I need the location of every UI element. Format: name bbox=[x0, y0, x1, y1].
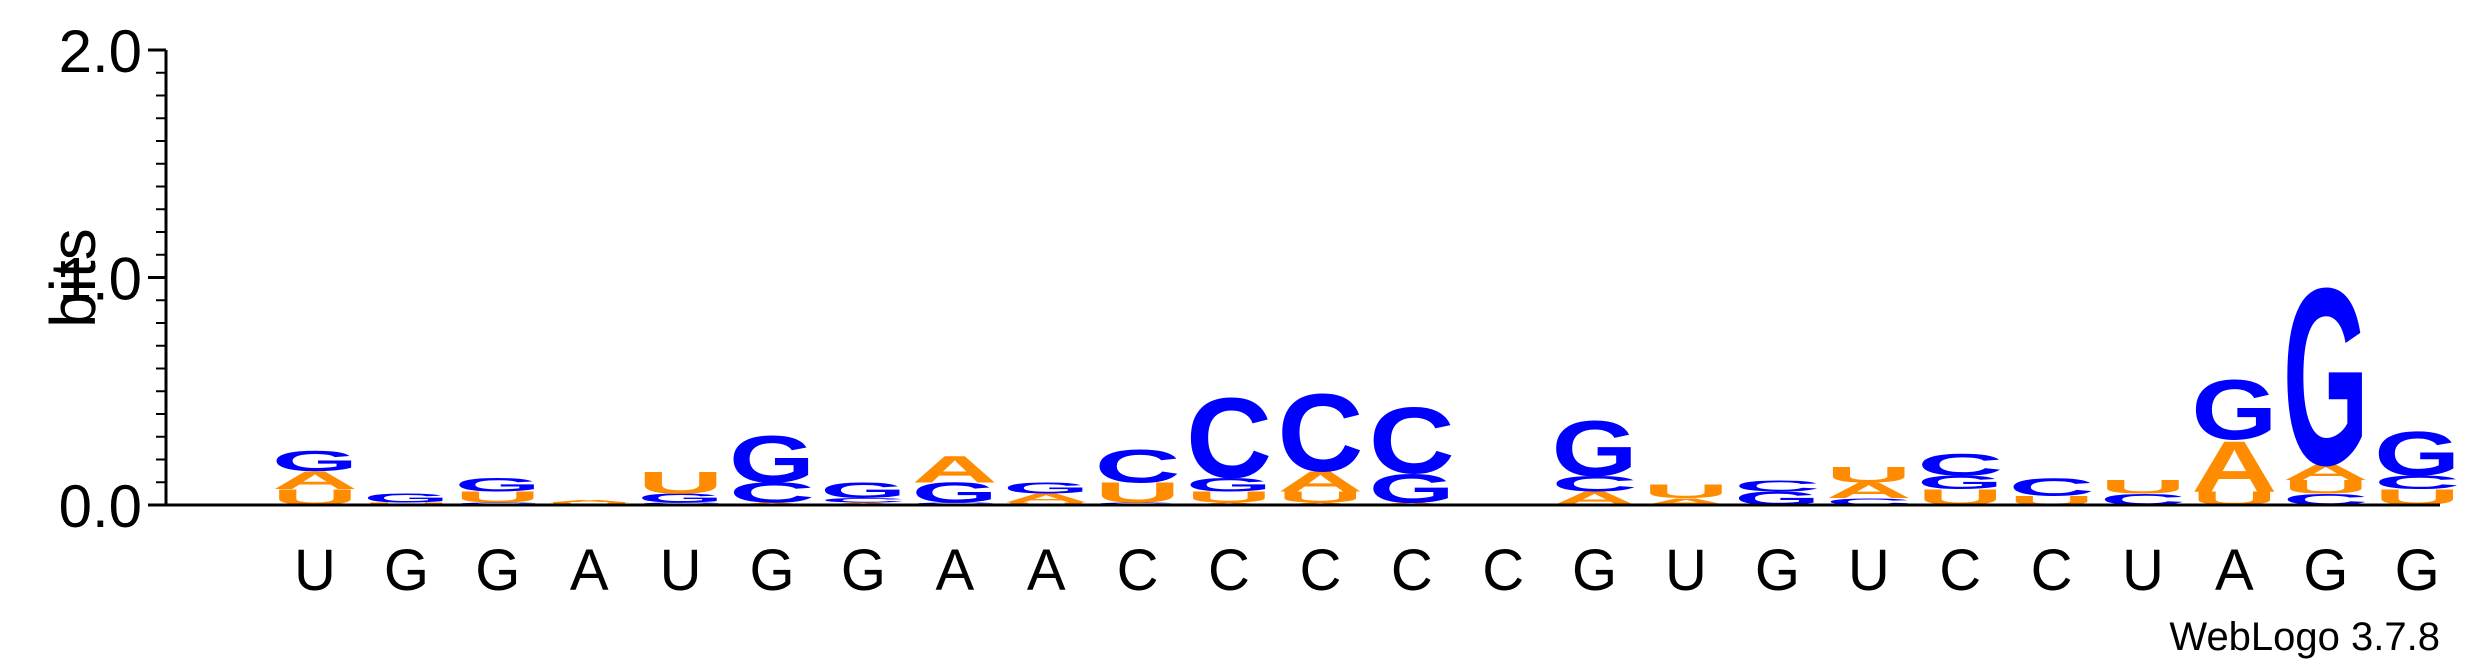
x-tick-label: A bbox=[2215, 538, 2254, 603]
logo-glyph-g: G bbox=[729, 423, 815, 497]
y-axis-label: bits bbox=[37, 228, 109, 328]
logo-glyph-g: G bbox=[2374, 419, 2460, 490]
x-tick-label: U bbox=[1848, 538, 1890, 603]
x-tick-label: G bbox=[749, 538, 794, 603]
y-tick-label: 0.0 bbox=[59, 473, 142, 540]
x-tick-label: U bbox=[660, 538, 702, 603]
x-tick-label: U bbox=[294, 538, 336, 603]
y-tick-label: 2.0 bbox=[59, 18, 142, 85]
x-tick-label: A bbox=[570, 538, 609, 603]
x-tick-label: C bbox=[1939, 538, 1981, 603]
x-tick-label: A bbox=[1027, 538, 1066, 603]
logo-glyph-g: G bbox=[363, 491, 449, 505]
logo-glyph-u: U bbox=[638, 465, 724, 500]
logo-glyph-u: U bbox=[1826, 462, 1912, 487]
x-tick-label: C bbox=[2031, 538, 2073, 603]
x-tick-label: G bbox=[384, 538, 429, 603]
x-tick-label: G bbox=[2395, 538, 2440, 603]
logo-glyph-c: C bbox=[1277, 372, 1363, 495]
x-tick-label: C bbox=[1482, 538, 1524, 603]
logo-glyph-g: G bbox=[1003, 479, 1089, 497]
logo-glyph-a: A bbox=[546, 500, 632, 504]
x-tick-label: C bbox=[1208, 538, 1250, 603]
x-tick-label: U bbox=[2122, 538, 2164, 603]
x-tick-label: G bbox=[841, 538, 886, 603]
logo-glyph-u: U bbox=[2100, 477, 2186, 498]
logo-glyph-c: C bbox=[1917, 447, 2003, 482]
logo-glyph-a: A bbox=[912, 448, 998, 490]
logo-glyph-c: C bbox=[1095, 440, 1181, 493]
logo-glyph-c: C bbox=[1369, 388, 1455, 494]
x-tick-label: C bbox=[1117, 538, 1159, 603]
x-tick-label: G bbox=[2303, 538, 2348, 603]
logo-glyph-g: G bbox=[2283, 236, 2369, 518]
x-tick-label: G bbox=[1572, 538, 1617, 603]
x-tick-label: G bbox=[475, 538, 520, 603]
x-tick-label: C bbox=[1391, 538, 1433, 603]
logo-glyph-g: G bbox=[1552, 405, 1638, 493]
x-tick-label: A bbox=[935, 538, 974, 603]
logo-glyph-g: G bbox=[272, 446, 358, 478]
logo-glyph-g: G bbox=[455, 474, 541, 495]
logo-glyph-g: G bbox=[2191, 362, 2277, 457]
logo-glyph-g: G bbox=[820, 478, 906, 503]
logo-glyph-u: U bbox=[1643, 481, 1729, 502]
logo-glyph-c: C bbox=[1734, 477, 1820, 495]
x-tick-label: C bbox=[1299, 538, 1341, 603]
logo-glyph-layer: UAGUGCUGUACGUACGACGCGAUAGGUCAUGCAUACAGCA… bbox=[272, 236, 2460, 518]
logo-glyph-c: C bbox=[2009, 473, 2095, 501]
weblogo-credit: WebLogo 3.7.8 bbox=[2169, 615, 2440, 659]
x-tick-label: G bbox=[1755, 538, 1800, 603]
logo-glyph-c: C bbox=[1186, 375, 1272, 502]
x-tick-label: U bbox=[1665, 538, 1707, 603]
